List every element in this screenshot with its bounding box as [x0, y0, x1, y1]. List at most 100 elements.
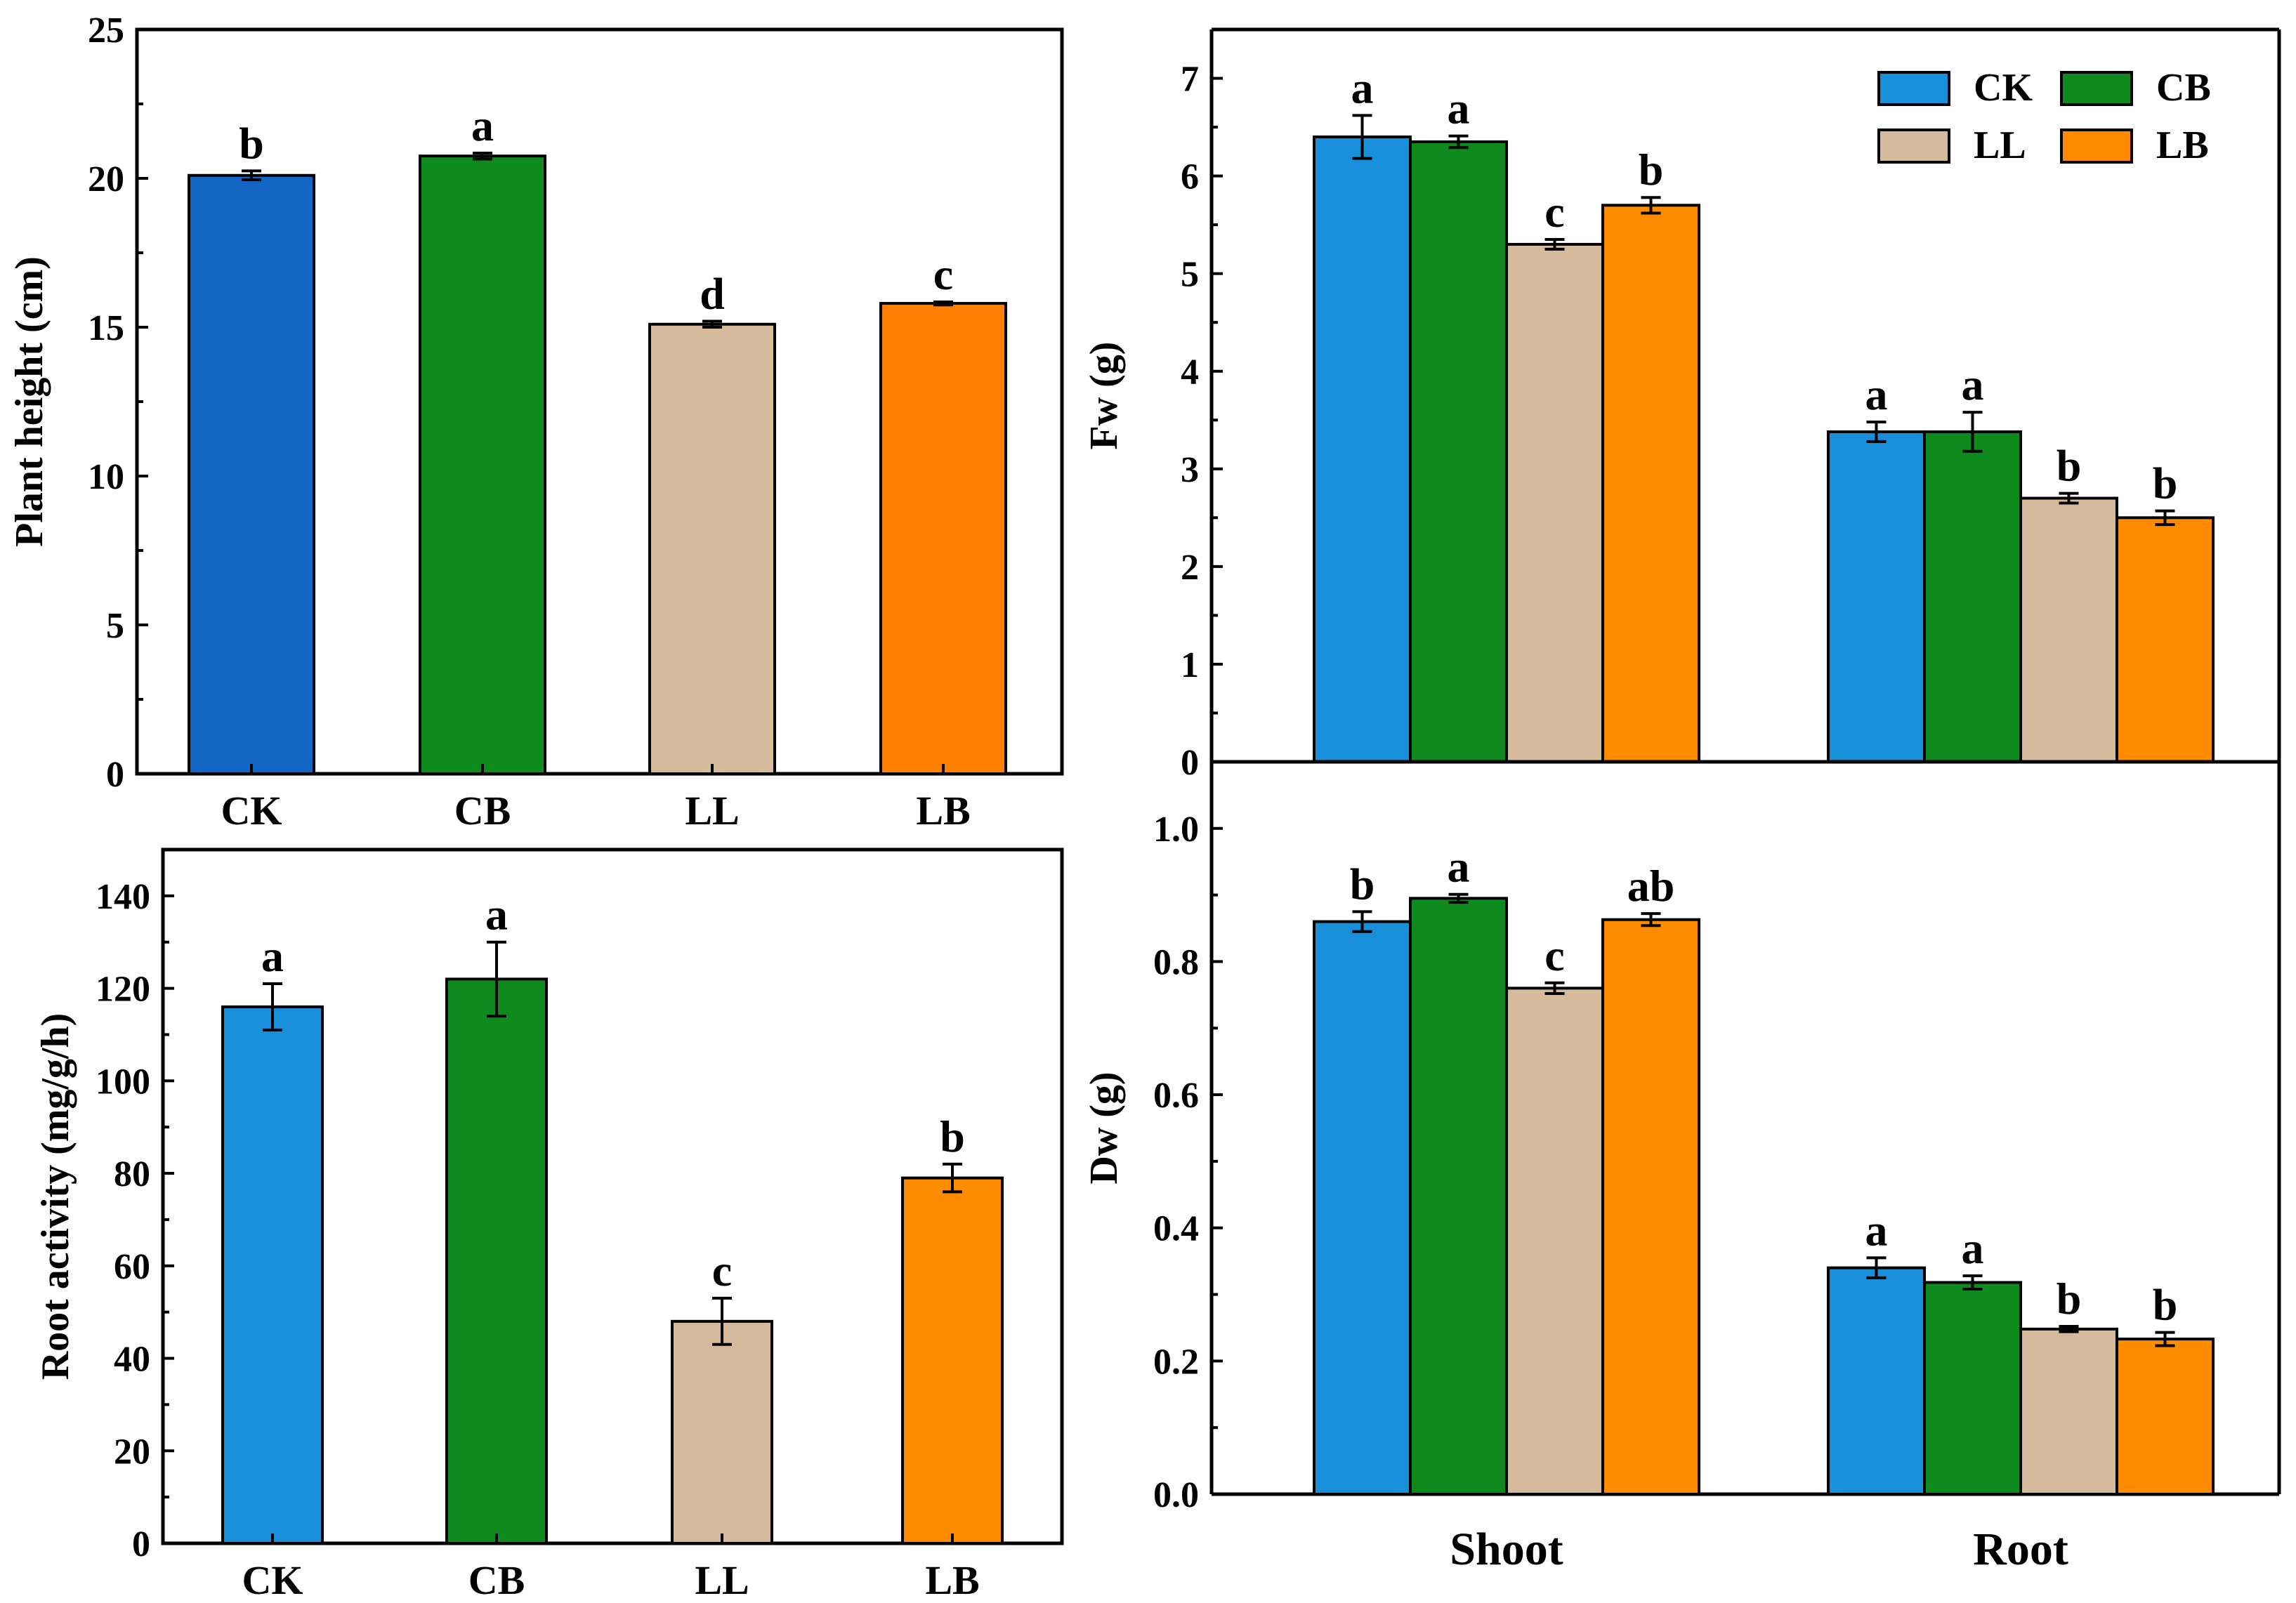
- x-tick-label: LB: [916, 788, 970, 833]
- bar-root-ck: [1827, 1266, 1926, 1496]
- x-tick-label: CK: [221, 788, 282, 833]
- x-tick-label: CB: [454, 788, 511, 833]
- y-tick-label: 60: [114, 1247, 150, 1287]
- fresh-weight-chart: 0 1 2 3 4 5 6 7 Fw (g) a a c b a a b b CK CB LL LB: [1082, 27, 2281, 783]
- bar-lb: [879, 302, 1007, 775]
- y-tick-label: 40: [114, 1340, 150, 1380]
- y-tick-label: 0.8: [1153, 942, 1199, 982]
- bar-shoot-ll: [1505, 987, 1604, 1496]
- bar-root-cb: [1923, 430, 2022, 763]
- legend-swatch-cb: [2060, 71, 2133, 106]
- significance-label: ab: [1627, 861, 1675, 911]
- y-tick-label: 100: [96, 1062, 150, 1102]
- significance-label: c: [712, 1246, 732, 1295]
- significance-label: b: [2056, 441, 2082, 491]
- y-tick-label: 25: [88, 11, 124, 51]
- significance-label: b: [2056, 1274, 2082, 1324]
- significance-label: a: [1865, 369, 1888, 419]
- y-axis-title: Root activity (mg/g/h): [34, 1013, 77, 1380]
- x-tick-label: LL: [685, 788, 739, 833]
- bar-shoot-ck: [1313, 920, 1412, 1496]
- x-tick-label: LB: [925, 1557, 979, 1603]
- y-tick-label: 0: [1181, 743, 1199, 783]
- legend-label-lb: LB: [2156, 124, 2209, 167]
- y-tick-label: 5: [106, 606, 124, 646]
- bar-shoot-cb: [1409, 897, 1508, 1496]
- significance-label: a: [471, 100, 494, 150]
- significance-label: b: [2153, 459, 2178, 508]
- significance-label: a: [1962, 359, 1984, 409]
- y-tick-label: 4: [1181, 352, 1199, 392]
- bar-root-ll: [2019, 496, 2118, 764]
- significance-label: a: [485, 890, 508, 939]
- bar-ll: [671, 1319, 773, 1545]
- bar-cb: [445, 977, 548, 1545]
- y-tick-label: 15: [88, 308, 124, 348]
- y-tick-label: 0.4: [1153, 1209, 1199, 1249]
- y-tick-label: 140: [96, 877, 150, 917]
- significance-label: a: [1351, 62, 1374, 112]
- significance-label: b: [239, 118, 264, 168]
- y-tick-label: 0.2: [1153, 1342, 1199, 1382]
- significance-label: c: [1544, 930, 1564, 980]
- y-tick-label: 20: [114, 1432, 150, 1472]
- bar-shoot-ll: [1505, 242, 1604, 763]
- significance-label: a: [1865, 1205, 1888, 1255]
- y-tick-label: 20: [88, 159, 124, 199]
- bar-root-ck: [1827, 430, 1926, 763]
- y-tick-label: 6: [1181, 157, 1199, 197]
- y-tick-label: 0: [106, 755, 124, 795]
- legend-swatch-lb: [2060, 128, 2133, 164]
- significance-label: a: [1448, 842, 1470, 892]
- y-tick-label: 120: [96, 970, 150, 1010]
- bar-root-cb: [1923, 1281, 2022, 1496]
- legend-swatch-ck: [1877, 71, 1950, 106]
- significance-label: b: [940, 1111, 965, 1161]
- bar-shoot-ck: [1313, 135, 1412, 763]
- significance-label: d: [700, 269, 725, 319]
- y-tick-label: 7: [1181, 60, 1199, 100]
- bar-shoot-cb: [1409, 140, 1508, 763]
- plant-height-chart: 0 5 10 15 20 25 Plant height (cm) b CK a CB d LL c LB: [8, 11, 1064, 833]
- significance-label: a: [1448, 84, 1470, 133]
- y-tick-label: 10: [88, 457, 124, 497]
- significance-label: b: [1350, 859, 1375, 909]
- y-tick-label: 1: [1181, 645, 1199, 685]
- x-tick-label: Root: [1973, 1524, 2068, 1575]
- bar-ck: [221, 1005, 324, 1545]
- significance-label: c: [933, 249, 953, 299]
- x-tick-label: LL: [695, 1557, 749, 1603]
- significance-label: b: [1639, 145, 1664, 194]
- y-tick-label: 1.0: [1153, 810, 1199, 850]
- significance-label: a: [261, 931, 284, 981]
- x-tick-label: CK: [242, 1557, 303, 1603]
- bar-root-lb: [2115, 1338, 2215, 1496]
- legend-label-ll: LL: [1974, 124, 2026, 167]
- bar-cb: [419, 154, 546, 775]
- y-tick-label: 3: [1181, 450, 1199, 490]
- significance-label: c: [1544, 187, 1564, 237]
- y-tick-label: 80: [114, 1154, 150, 1194]
- y-axis-title: Plant height (cm): [8, 256, 51, 547]
- legend-label-ck: CK: [1974, 66, 2033, 110]
- y-tick-label: 0: [132, 1524, 150, 1564]
- y-axis-title: Fw (g): [1082, 342, 1126, 450]
- x-tick-label: Shoot: [1450, 1524, 1563, 1575]
- bar-root-lb: [2115, 516, 2215, 763]
- root-activity-chart: 0 20 40 60 80 100 120 140 Root activity (mg/g/h)…: [34, 847, 1064, 1603]
- bar-shoot-lb: [1601, 204, 1700, 763]
- bar-lb: [901, 1176, 1004, 1545]
- bar-shoot-lb: [1601, 918, 1700, 1496]
- y-tick-label: 5: [1181, 255, 1199, 295]
- y-tick-label: 0.6: [1153, 1076, 1199, 1116]
- legend-label-cb: CB: [2156, 66, 2211, 110]
- y-tick-label: 0.0: [1153, 1475, 1199, 1515]
- bar-root-ll: [2019, 1327, 2118, 1496]
- plot-frame: [161, 847, 1064, 1545]
- legend-swatch-ll: [1877, 128, 1950, 164]
- x-tick-label: CB: [468, 1557, 525, 1603]
- significance-label: a: [1962, 1223, 1984, 1273]
- bar-ck: [188, 173, 315, 775]
